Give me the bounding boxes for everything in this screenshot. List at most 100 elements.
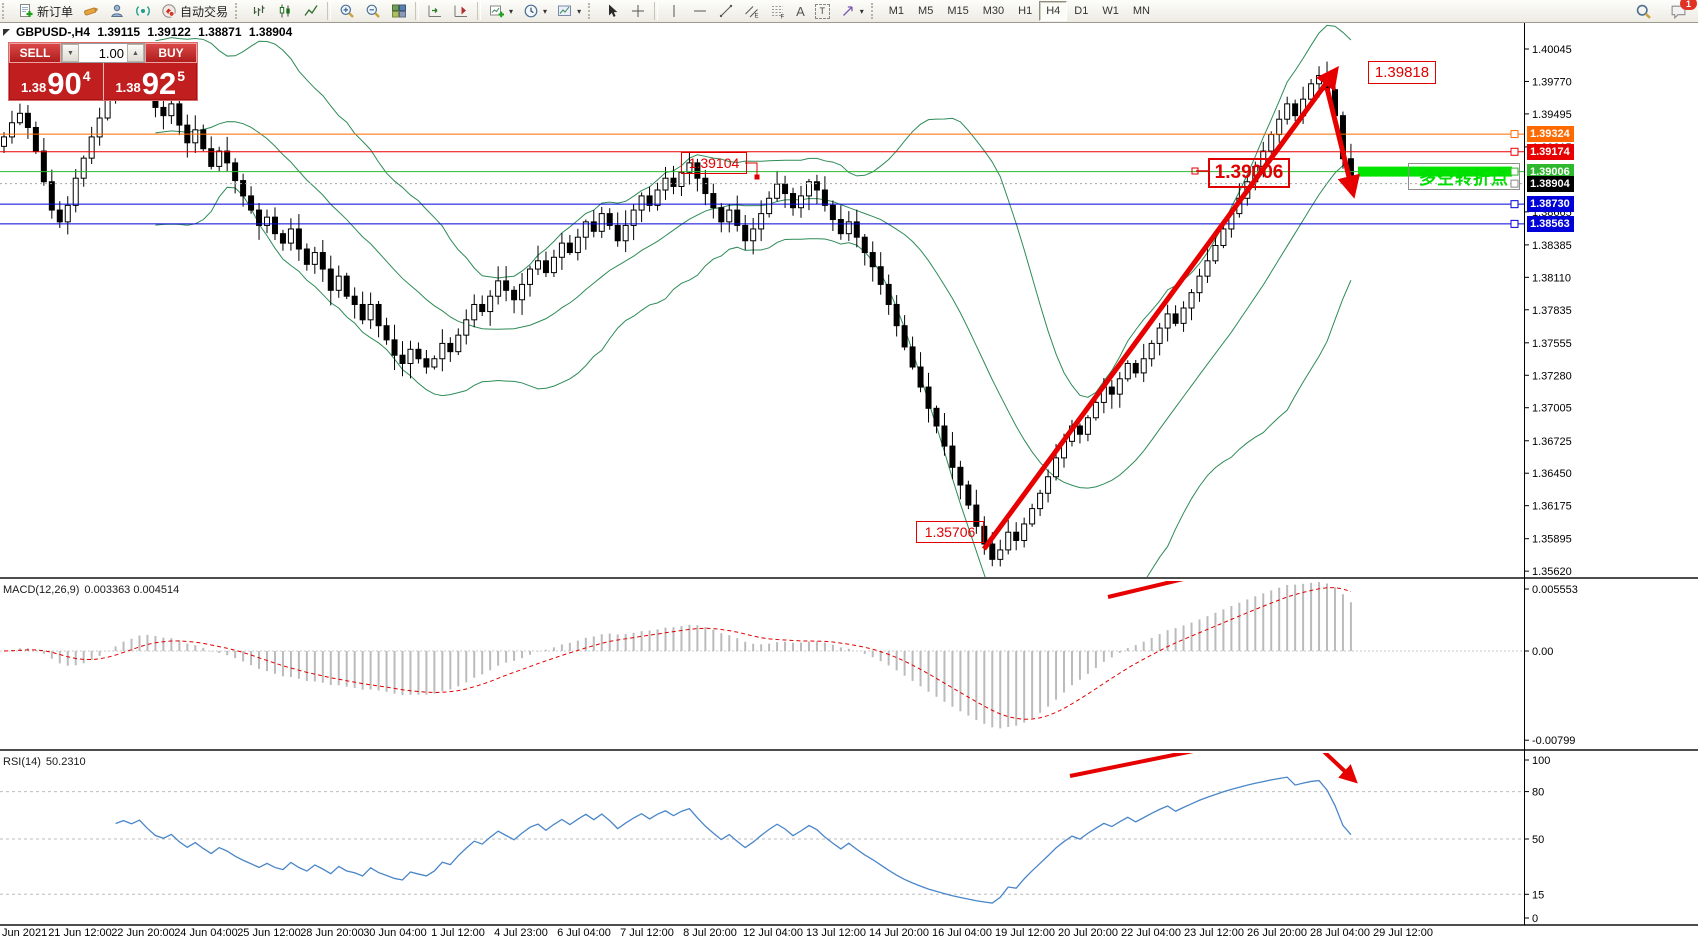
level-end-marker[interactable] [1510,179,1519,188]
candle-body [1108,386,1115,395]
timeframe-h4-button[interactable]: H4 [1039,1,1068,21]
candle-body [351,295,358,305]
fibonacci-tool-button[interactable]: F [765,0,791,22]
toolbar-grip [870,3,880,19]
trend-arrow[interactable] [1302,731,1358,784]
vertical-line-tool-button[interactable] [661,0,687,22]
auto-scroll-icon [428,5,442,17]
sell-price[interactable]: 1.38 90 4 [9,63,104,100]
time-axis-label: 13 Jul 12:00 [806,927,866,939]
quote-close: 1.38904 [248,25,293,39]
candle-body [598,213,605,232]
candle-body [917,366,924,388]
buy-button[interactable]: BUY [145,43,197,63]
bar-chart-button[interactable] [246,0,272,22]
buy-price[interactable]: 1.38 92 5 [104,63,198,100]
candle-body [64,204,71,223]
time-axis-label: 4 Jul 23:00 [494,927,548,939]
timeframe-m15-button[interactable]: M15 [947,5,969,17]
candlestick-chart-button[interactable] [272,0,298,22]
level-end-marker[interactable] [1510,219,1519,228]
zoom-out-button[interactable] [360,0,386,22]
level-end-marker[interactable] [1510,167,1519,176]
timeframe-d1-button[interactable]: D1 [1074,5,1089,17]
price-tick-label: 1.36725 [1532,436,1572,448]
volume-increase-button[interactable]: ▲ [127,44,144,62]
candle-body [1172,313,1179,324]
candle-body [495,280,502,297]
search-button[interactable] [1630,0,1657,22]
price-tick-label: 1.38385 [1532,240,1572,252]
panel-collapse-arrow-icon[interactable] [3,29,10,36]
crosshair-tool-button[interactable] [625,0,651,22]
timeframe-m5-button[interactable]: M5 [918,5,934,17]
candle-body [734,209,741,226]
line-chart-button[interactable] [298,0,324,22]
horizontal-line-icon [694,10,707,12]
timeframe-w1-button[interactable]: W1 [1102,5,1119,17]
volume-value[interactable]: 1.00 [98,46,124,61]
sell-button[interactable]: SELL [9,43,61,63]
timeframe-m30-button[interactable]: M30 [982,5,1005,17]
time-axis-label: 14 Jul 20:00 [869,927,929,939]
annotation-turning-point-note[interactable]: 多空转折点 [1408,163,1520,190]
autotrading-button[interactable]: 自动交易 [156,0,233,22]
candle-body [1220,228,1227,246]
candle-body [877,266,884,285]
candle-body [726,209,733,223]
timeframe-m1-button[interactable]: M1 [888,5,905,17]
channel-tool-button[interactable]: E [739,0,765,22]
horizontal-line-tool-button[interactable] [687,0,713,22]
trend-arrow[interactable] [1107,546,1322,599]
annotation-resistance-price[interactable]: 1.39104 [681,152,747,174]
crayon-button[interactable] [78,0,104,22]
text-label-icon: T [814,3,830,19]
candle-body [40,150,47,183]
zoom-in-button[interactable] [334,0,360,22]
sell-price-pip: 4 [82,68,91,84]
auto-scroll-button[interactable] [422,0,448,22]
time-axis-label: 26 Jul 20:00 [1247,927,1307,939]
annotation-key-level-price[interactable]: 1.39006 [1208,158,1290,188]
new-order-button[interactable]: 新订单 [13,0,78,22]
svg-text:E: E [755,14,759,20]
level-end-marker[interactable] [1510,147,1519,156]
candle-body [973,504,980,527]
level-end-marker[interactable] [1510,130,1519,139]
candle-body [869,252,876,268]
annotation-low-price[interactable]: 1.35706 [916,521,984,543]
trend-arrow[interactable] [981,65,1339,551]
text-tool-button[interactable]: A [791,0,810,22]
periods-button[interactable]: ▾ [518,0,552,22]
text-label-tool-button[interactable]: T [810,0,835,22]
profile-button[interactable] [104,0,130,22]
search-icon [1636,4,1651,19]
candle-body [1180,307,1187,324]
macd-label: MACD(12,26,9) 0.003363 0.004514 [3,584,184,596]
timeframe-mn-button[interactable]: MN [1132,5,1150,17]
tile-windows-button[interactable] [386,0,412,22]
trendline-tool-button[interactable] [713,0,739,22]
timeframe-h1-button[interactable]: H1 [1018,5,1033,17]
add-indicator-button[interactable]: ▾ [484,0,518,22]
chart-shift-button[interactable] [448,0,474,22]
annotation-peak-price[interactable]: 1.39818 [1368,61,1436,84]
toolbar-separator [654,2,659,20]
level-end-marker[interactable] [1510,200,1519,209]
trend-arrow[interactable] [1069,729,1302,778]
panel-separator[interactable] [0,749,1698,751]
signal-button[interactable] [130,0,156,22]
key-level-highlight-bar[interactable] [1358,166,1512,177]
template-button[interactable]: ▾ [552,0,586,22]
trend-arrow[interactable] [1324,87,1361,199]
time-axis-label: 25 Jun 12:00 [237,927,301,939]
panel-separator[interactable] [0,924,1698,926]
volume-decrease-button[interactable]: ▼ [62,44,79,62]
cursor-tool-button[interactable] [599,0,625,22]
candle-body [72,177,79,206]
arrows-tool-button[interactable]: ▾ [835,0,869,22]
panel-separator[interactable] [0,577,1698,579]
notifications-button[interactable]: 1 [1665,0,1697,22]
